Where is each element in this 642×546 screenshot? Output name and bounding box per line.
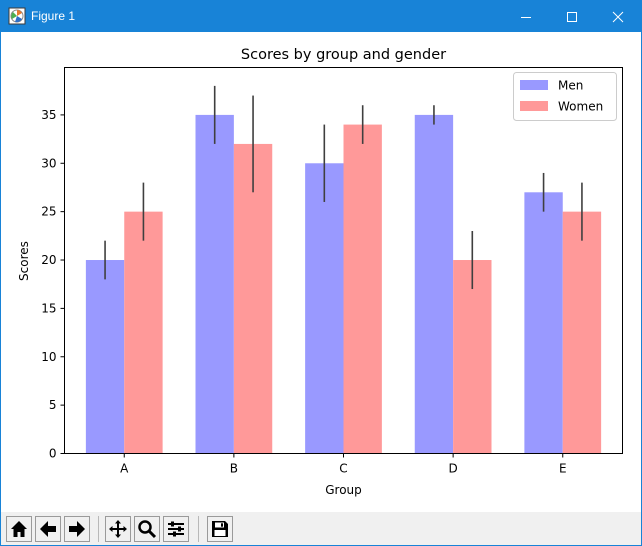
- pan-button[interactable]: [105, 516, 131, 542]
- y-tick-label: 15: [41, 301, 56, 315]
- home-icon: [11, 521, 27, 537]
- configure-subplots-button[interactable]: [163, 516, 189, 542]
- maximize-icon: [567, 12, 577, 22]
- minimize-icon: [521, 17, 531, 18]
- legend-label-men: Men: [558, 79, 583, 93]
- x-tick-label: A: [120, 462, 129, 476]
- window-title: Figure 1: [31, 9, 76, 23]
- close-icon: [612, 11, 624, 23]
- configure-subplots-icon: [168, 521, 184, 537]
- home-button[interactable]: [6, 516, 32, 542]
- y-tick-label: 35: [41, 108, 56, 122]
- y-tick-label: 10: [41, 350, 56, 364]
- y-tick-label: 25: [41, 205, 56, 219]
- bar-women-C: [343, 124, 382, 454]
- legend-swatch-women: [520, 101, 548, 111]
- bar-women-A: [124, 211, 163, 454]
- x-tick-label: B: [230, 462, 238, 476]
- zoom-button[interactable]: [134, 516, 160, 542]
- minimize-button[interactable]: [503, 1, 549, 32]
- bar-men-E: [524, 192, 563, 454]
- bar-men-A: [85, 260, 125, 454]
- save-icon: [212, 521, 228, 537]
- bar-women-B: [233, 143, 273, 454]
- y-tick-label: 0: [49, 447, 57, 461]
- legend-label-women: Women: [558, 100, 603, 114]
- save-button[interactable]: [207, 516, 233, 542]
- y-axis-label: Scores: [17, 241, 31, 281]
- forward-arrow-icon: [69, 521, 85, 537]
- y-tick-label: 5: [49, 398, 57, 412]
- maximize-button[interactable]: [549, 1, 595, 32]
- bar-women-E: [562, 211, 602, 454]
- back-button[interactable]: [35, 516, 61, 542]
- bar-chart: 0 5 10 15 20 25 30 35 A B C D E Scores by group and…: [17, 47, 623, 497]
- figure-canvas[interactable]: 0 5 10 15 20 25 30 35 A B C D E Scores by group and…: [1, 32, 641, 512]
- y-tick-label: 30: [41, 156, 56, 170]
- chart-title: Scores by group and gender: [241, 47, 446, 63]
- matplotlib-app-icon: [8, 7, 26, 25]
- x-tick-label: C: [339, 462, 347, 476]
- x-axis-label: Group: [325, 483, 362, 497]
- x-tick-label: E: [559, 462, 567, 476]
- forward-button[interactable]: [64, 516, 90, 542]
- y-tick-label: 20: [41, 253, 56, 267]
- bar-men-C: [305, 163, 344, 454]
- navigation-toolbar: [1, 512, 641, 545]
- bar-men-B: [195, 114, 234, 454]
- toolbar-separator: [98, 516, 99, 542]
- legend-swatch-men: [520, 80, 548, 90]
- pan-icon: [109, 520, 127, 538]
- bar-women-D: [453, 260, 492, 454]
- x-tick-label: D: [449, 462, 458, 476]
- toolbar-separator: [198, 516, 199, 542]
- zoom-icon: [138, 520, 157, 539]
- legend: Men Women: [513, 72, 617, 121]
- title-bar[interactable]: Figure 1: [1, 1, 641, 32]
- close-button[interactable]: [595, 1, 641, 32]
- back-arrow-icon: [40, 521, 56, 537]
- bar-men-D: [414, 114, 454, 454]
